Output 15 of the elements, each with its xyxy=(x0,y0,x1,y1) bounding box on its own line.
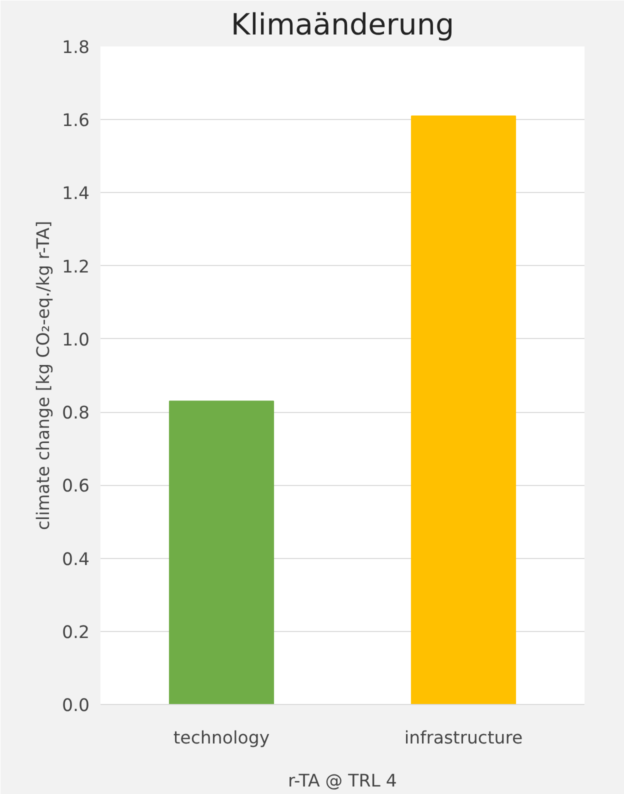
x-axis-title: r-TA @ TRL 4 xyxy=(288,772,397,792)
y-tick-label: 0.2 xyxy=(62,622,90,643)
x-tick-label: technology xyxy=(173,728,270,748)
y-tick-label: 1.8 xyxy=(62,38,90,58)
y-tick-label: 1.0 xyxy=(62,330,90,350)
y-tick-label: 1.6 xyxy=(62,111,90,132)
x-tick-label: infrastructure xyxy=(404,728,523,748)
y-axis-title: climate change [kg CO₂-eq./kg r-TA] xyxy=(34,220,54,530)
y-tick-label: 1.4 xyxy=(62,184,90,204)
y-tick-label: 0.0 xyxy=(62,696,90,716)
chart-title: Klimaänderung xyxy=(230,8,454,42)
y-tick-label: 0.4 xyxy=(62,550,90,570)
y-tick-label: 0.6 xyxy=(62,476,90,497)
y-tick-label: 1.2 xyxy=(62,257,90,278)
y-tick-label: 0.8 xyxy=(62,404,90,424)
